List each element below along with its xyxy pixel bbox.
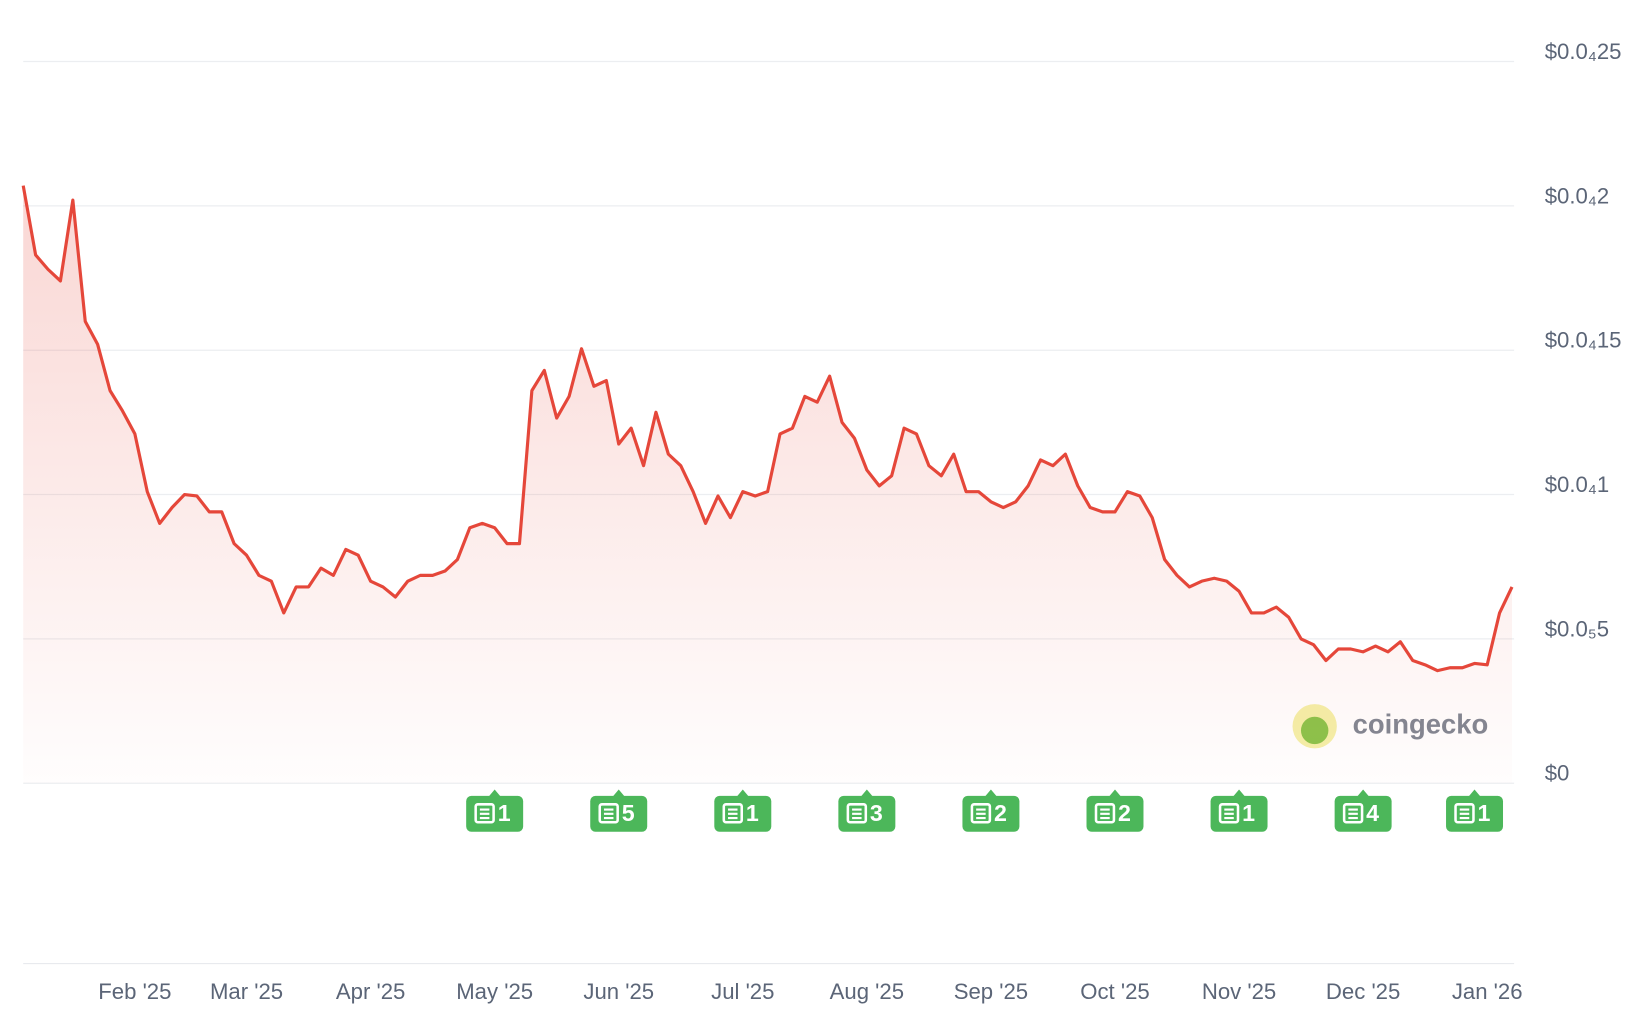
price-line — [21, 185, 1514, 673]
news-badge[interactable]: 5 — [590, 789, 648, 832]
news-badge[interactable]: 1 — [1446, 789, 1504, 832]
news-icon-lines — [1348, 808, 1358, 820]
news-badge-pointer — [1356, 789, 1370, 797]
news-icon — [970, 803, 992, 824]
news-badge[interactable]: 4 — [1334, 789, 1392, 832]
x-tick-label: May '25 — [456, 979, 533, 1004]
news-badge-pointer — [1468, 789, 1481, 797]
area-fill — [23, 185, 1512, 784]
news-count: 4 — [1366, 800, 1379, 826]
news-icon-lines — [976, 808, 986, 820]
x-tick-label: Jul '25 — [711, 979, 774, 1004]
news-icon-lines — [728, 808, 738, 820]
news-badge[interactable]: 1 — [466, 789, 524, 832]
news-count: 1 — [1478, 800, 1491, 826]
news-count: 2 — [1118, 800, 1131, 826]
news-count: 1 — [746, 800, 759, 826]
news-badge-pointer — [860, 789, 874, 797]
y-tick-label: $0.0₄1 — [1545, 472, 1609, 497]
news-count: 2 — [994, 800, 1007, 826]
news-icon-lines — [852, 808, 862, 820]
news-count: 5 — [622, 800, 635, 826]
news-badge-pointer — [1108, 789, 1122, 797]
news-badge[interactable]: 2 — [962, 789, 1020, 832]
x-tick-label: Feb '25 — [98, 979, 171, 1004]
y-tick-label: $0.0₅5 — [1545, 616, 1609, 641]
x-tick-label: Jan '26 — [1452, 979, 1523, 1004]
x-tick-label: Oct '25 — [1080, 979, 1149, 1004]
news-icon — [474, 803, 495, 824]
news-badge[interactable]: 3 — [838, 789, 896, 832]
news-count: 1 — [1242, 800, 1255, 826]
y-tick-label: $0.0₄25 — [1545, 39, 1622, 64]
news-icon — [722, 803, 744, 824]
x-tick-label: Mar '25 — [210, 979, 283, 1004]
news-icon-lines — [479, 808, 490, 820]
news-badge-pointer — [488, 789, 501, 797]
news-icon — [1094, 803, 1116, 824]
news-icon-lines — [1459, 808, 1470, 820]
news-icon-lines — [603, 808, 614, 820]
news-badge-pointer — [736, 789, 750, 797]
news-badge-pointer — [612, 789, 626, 797]
news-count: 3 — [870, 800, 883, 826]
x-tick-label: Nov '25 — [1202, 979, 1276, 1004]
x-tick-label: Dec '25 — [1326, 979, 1400, 1004]
news-icon — [846, 803, 868, 824]
news-icon — [598, 803, 619, 824]
news-icon-lines — [1224, 808, 1234, 820]
x-tick-label: Apr '25 — [336, 979, 405, 1004]
news-badge[interactable]: 1 — [714, 789, 772, 832]
y-tick-label: $0.0₄2 — [1545, 183, 1609, 208]
y-tick-label: $0 — [1545, 761, 1570, 786]
news-count: 1 — [498, 800, 511, 826]
x-tick-label: Sep '25 — [954, 979, 1028, 1004]
news-badge[interactable]: 1 — [1210, 789, 1268, 832]
news-icon-lines — [1100, 808, 1110, 820]
news-badge-pointer — [1232, 789, 1246, 797]
x-tick-label: Jun '25 — [583, 979, 654, 1004]
news-icon — [1342, 803, 1364, 824]
news-icon — [1454, 803, 1475, 824]
x-tick-label: Aug '25 — [830, 979, 904, 1004]
news-badge[interactable]: 2 — [1086, 789, 1144, 832]
news-badge-pointer — [984, 789, 998, 797]
news-icon — [1218, 803, 1240, 824]
y-tick-label: $0.0₄15 — [1545, 328, 1622, 353]
